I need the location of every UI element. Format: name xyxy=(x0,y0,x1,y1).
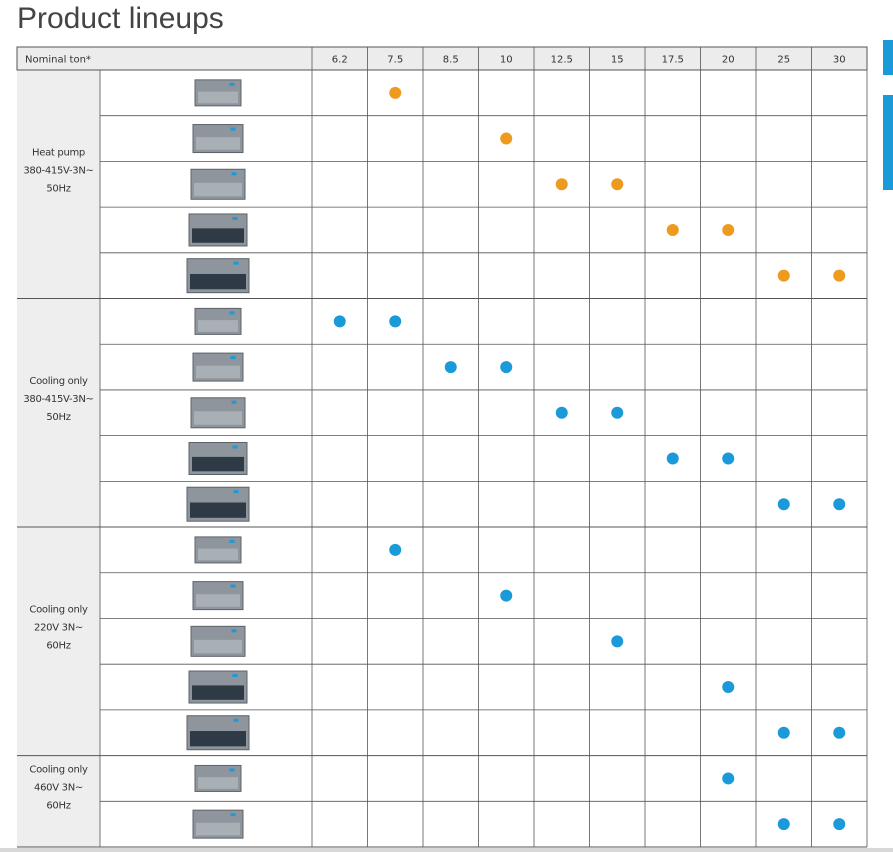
unit-logo xyxy=(230,356,236,360)
availability-dot xyxy=(777,269,790,282)
availability-dot xyxy=(500,132,513,145)
ton-header: 10 xyxy=(500,55,513,66)
unit-panel xyxy=(198,91,238,104)
unit-logo xyxy=(229,311,235,315)
availability-dot xyxy=(833,269,846,282)
ton-header: 7.5 xyxy=(387,55,403,66)
unit-panel xyxy=(196,822,240,836)
availability-dot xyxy=(666,223,679,236)
group-label: 50Hz xyxy=(46,183,70,194)
availability-dot xyxy=(500,361,513,374)
unit-panel xyxy=(192,685,244,700)
group-cell xyxy=(17,70,100,299)
page-title: Product lineups xyxy=(17,2,224,35)
ton-header: 8.5 xyxy=(443,55,459,66)
unit-logo xyxy=(230,127,236,131)
availability-dot xyxy=(833,726,846,739)
unit-panel xyxy=(190,731,246,747)
availability-dot xyxy=(389,315,402,328)
ton-header: 15 xyxy=(611,55,624,66)
bottom-strip xyxy=(0,848,893,852)
unit-logo xyxy=(231,629,237,633)
group-label: 50Hz xyxy=(46,412,70,423)
unit-logo xyxy=(231,172,237,176)
availability-dot xyxy=(722,223,735,236)
group-label: Cooling only xyxy=(29,604,88,615)
unit-panel xyxy=(194,182,242,197)
availability-dot xyxy=(333,315,346,328)
availability-dot xyxy=(389,86,402,99)
unit-panel xyxy=(198,777,238,789)
availability-dot xyxy=(666,452,679,465)
group-cell xyxy=(17,755,100,847)
unit-logo xyxy=(232,674,238,678)
unit-panel xyxy=(194,411,242,425)
unit-panel xyxy=(196,137,240,150)
unit-logo xyxy=(229,539,235,543)
unit-logo xyxy=(233,718,239,722)
availability-dot xyxy=(611,178,624,191)
ton-header: 12.5 xyxy=(551,55,573,66)
group-cell xyxy=(17,527,100,756)
unit-panel xyxy=(192,228,244,243)
availability-dot xyxy=(722,772,735,785)
availability-dot xyxy=(389,543,402,556)
unit-logo xyxy=(233,490,239,494)
unit-logo xyxy=(230,584,236,588)
group-label: 220V 3N~ xyxy=(34,622,83,633)
unit-panel xyxy=(192,456,244,472)
group-label: 460V 3N~ xyxy=(34,782,83,793)
unit-panel xyxy=(190,502,246,518)
availability-dot xyxy=(611,406,624,419)
availability-dot xyxy=(555,406,568,419)
group-label: 380-415V-3N~ xyxy=(23,165,93,176)
unit-logo xyxy=(232,216,238,220)
group-cell xyxy=(17,298,100,528)
unit-panel xyxy=(198,548,238,561)
unit-logo xyxy=(233,261,239,265)
ton-header: 25 xyxy=(777,55,790,66)
group-label: Cooling only xyxy=(29,764,88,775)
unit-logo xyxy=(231,400,237,404)
unit-panel xyxy=(194,639,242,654)
availability-dot xyxy=(833,498,846,511)
unit-panel xyxy=(196,594,240,607)
availability-dot xyxy=(500,589,513,602)
group-label: Heat pump xyxy=(32,147,85,158)
unit-logo xyxy=(232,445,238,449)
unit-logo xyxy=(230,813,236,817)
availability-dot xyxy=(777,726,790,739)
availability-dot xyxy=(777,818,790,831)
availability-dot xyxy=(833,818,846,831)
unit-logo xyxy=(229,768,235,772)
ton-header: 30 xyxy=(833,55,846,66)
unit-logo xyxy=(229,82,235,86)
ton-header: 6.2 xyxy=(332,55,348,66)
group-label: 60Hz xyxy=(46,640,70,651)
availability-dot xyxy=(611,635,624,648)
ton-header: 20 xyxy=(722,55,735,66)
availability-dot xyxy=(722,452,735,465)
group-label: Cooling only xyxy=(29,376,88,387)
unit-panel xyxy=(190,273,246,290)
side-tab xyxy=(883,95,893,190)
availability-dot xyxy=(722,681,735,694)
group-label: 60Hz xyxy=(46,800,70,811)
side-tab xyxy=(883,40,893,75)
unit-panel xyxy=(196,365,240,379)
group-label: 380-415V-3N~ xyxy=(23,394,93,405)
availability-dot xyxy=(444,361,457,374)
availability-dot xyxy=(777,498,790,511)
ton-header: 17.5 xyxy=(662,55,684,66)
header-label: Nominal ton* xyxy=(25,55,91,66)
availability-dot xyxy=(555,178,568,191)
unit-panel xyxy=(198,320,238,332)
